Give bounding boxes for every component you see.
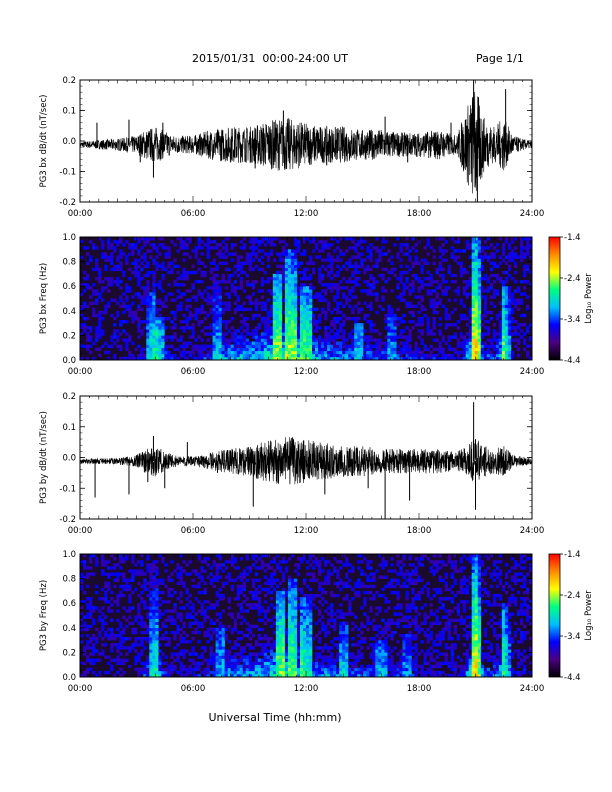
spectrogram-layer [80,237,533,678]
y-tick-3-4: 0.2 [62,648,76,658]
y-tick-0-4: -0.2 [59,198,76,208]
trace-2 [79,436,533,485]
axes-layer: 0.20.10.0-0.1-0.200:00 06:00 12:00 18:00 24:… [39,76,594,694]
colorbar-3 [548,553,561,678]
x-tick-0-3: 18:00 [407,209,432,219]
y-tick-3-3: 0.4 [62,624,76,634]
x-tick-2-3: 18:00 [407,526,432,536]
trace-layer [79,80,533,519]
colorbar-tick-1-0: -1.4 [564,233,581,243]
y-tick-2-0: 0.2 [62,392,76,402]
y-tick-3-1: 0.8 [62,575,76,585]
trace-0 [79,91,533,194]
y-axis-label-1: PG3 bx Freq (Hz) [39,263,49,334]
y-tick-3-5: 0.0 [62,673,76,683]
y-tick-2-2: 0.0 [62,454,76,464]
y-axis-label-2: PG3 by dB/dt (nT/sec) [39,411,49,504]
x-tick-3-1: 06:00 [181,684,206,694]
y-axis-label-3: PG3 by Freq (Hz) [39,580,49,651]
x-tick-3-4: 24:00 [520,684,545,694]
y-tick-0-0: 0.2 [62,76,76,86]
x-tick-1-3: 18:00 [407,367,432,377]
x-tick-2-0: 00:00 [68,526,93,536]
colorbar-label-3: Log₁₀ Power [584,590,594,641]
x-tick-1-1: 06:00 [181,367,206,377]
x-tick-2-2: 12:00 [294,526,319,536]
x-tick-1-4: 24:00 [520,367,545,377]
x-tick-0-2: 12:00 [294,209,319,219]
y-tick-0-1: 0.1 [62,107,76,117]
y-tick-1-0: 1.0 [62,233,76,243]
colorbar-1 [548,236,561,361]
colorbar-tick-3-0: -1.4 [564,550,581,560]
colorbar-tick-1-2: -3.4 [564,315,581,325]
x-tick-3-0: 00:00 [68,684,93,694]
y-tick-1-2: 0.6 [62,282,76,292]
y-tick-0-3: -0.1 [59,168,76,178]
x-tick-3-2: 12:00 [294,684,319,694]
x-tick-0-4: 24:00 [520,209,545,219]
page-indicator: Page 1/1 [476,52,524,65]
y-tick-1-5: 0.0 [62,356,76,366]
x-axis-label: Universal Time (hh:mm) [209,711,342,724]
x-tick-0-0: 00:00 [68,209,93,219]
y-tick-1-3: 0.4 [62,307,76,317]
y-tick-3-0: 1.0 [62,550,76,560]
y-tick-2-4: -0.2 [59,515,76,525]
date-range-title: 2015/01/31 00:00-24:00 UT [192,52,349,65]
y-tick-1-1: 0.8 [62,258,76,268]
y-axis-label-0: PG3 bx dB/dt (nT/sec) [39,95,49,188]
x-tick-1-0: 00:00 [68,367,93,377]
colorbar-tick-3-2: -3.4 [564,632,581,642]
colorbar-tick-1-3: -4.4 [564,356,581,366]
colorbar-label-1: Log₁₀ Power [584,273,594,324]
colorbar-tick-3-3: -4.4 [564,673,581,683]
y-tick-2-1: 0.1 [62,423,76,433]
x-tick-2-1: 06:00 [181,526,206,536]
y-tick-0-2: 0.0 [62,137,76,147]
x-tick-3-3: 18:00 [407,684,432,694]
y-tick-1-4: 0.2 [62,331,76,341]
x-tick-1-2: 12:00 [294,367,319,377]
colorbar-tick-1-1: -2.4 [564,274,581,284]
x-tick-0-1: 06:00 [181,209,206,219]
x-tick-2-4: 24:00 [520,526,545,536]
colorbar-tick-3-1: -2.4 [564,591,581,601]
y-tick-3-2: 0.6 [62,599,76,609]
y-tick-2-3: -0.1 [59,484,76,494]
